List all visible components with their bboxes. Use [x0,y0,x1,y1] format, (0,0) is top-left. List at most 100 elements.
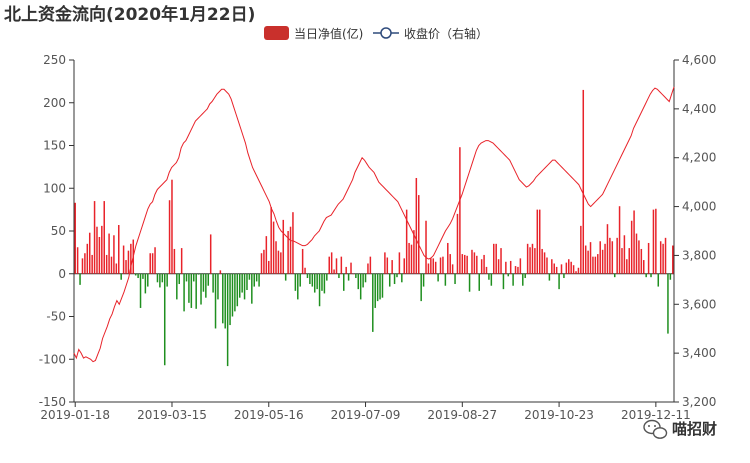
net-inflow-bar [606,224,609,274]
x-tick-label: 2019-08-27 [427,408,497,422]
x-tick-label: 2019-05-16 [234,408,304,422]
net-inflow-bar [122,245,125,274]
x-tick-label: 2019-01-18 [40,408,110,422]
net-inflow-bar [280,252,282,274]
net-inflow-bar [263,249,265,274]
net-inflow-bar [91,254,93,274]
y-left-tick-label: 50 [51,224,66,238]
net-inflow-bar [451,264,454,274]
legend-line-marker [380,27,392,39]
net-inflow-bar [147,273,149,287]
net-inflow-bar [420,273,422,302]
net-inflow-bar [551,259,553,274]
net-inflow-bar [343,273,345,291]
y-right-tick-label: 3,200 [682,395,716,409]
net-inflow-bar [454,273,456,285]
net-inflow-bar [357,273,360,290]
net-inflow-bar [526,243,529,274]
net-inflow-bar [369,256,372,274]
net-inflow-bar [524,273,526,279]
net-inflow-bar [217,273,219,300]
net-inflow-bar [185,273,188,282]
net-inflow-bar [180,248,183,274]
net-inflow-bar [493,243,495,274]
net-inflow-bar [313,273,316,293]
net-inflow-bar [328,256,330,274]
net-inflow-bar [287,231,289,274]
net-inflow-bar [480,259,483,274]
net-inflow-bar [79,273,81,285]
net-inflow-bar [393,273,396,285]
net-inflow-bar [618,206,621,274]
net-inflow-bar [502,273,505,290]
net-inflow-bar [105,254,108,274]
net-inflow-bar [241,273,243,293]
net-inflow-bar [86,243,89,274]
net-inflow-bar [415,177,418,274]
net-inflow-bar [611,241,614,274]
net-inflow-bar [130,243,132,274]
legend-line-label: 收盘价（右轴） [404,26,488,41]
x-tick-label: 2019-03-15 [137,408,207,422]
net-inflow-bar [408,242,410,274]
y-left-tick-label: 200 [43,96,66,110]
net-inflow-bar [272,221,275,274]
net-inflow-bar [444,273,447,286]
net-inflow-bar [512,273,514,286]
net-inflow-bar [209,234,212,274]
net-inflow-bar [604,243,606,274]
net-inflow-bar [236,273,239,307]
y-left-tick-label: -100 [39,352,66,366]
net-inflow-bar [672,245,674,274]
net-inflow-bar [171,179,173,274]
legend[interactable]: 当日净值(亿) 收盘价（右轴） [264,26,488,41]
net-inflow-bar [125,260,127,274]
net-inflow-bar [222,273,224,324]
net-inflow-bar [643,260,645,274]
net-inflow-bar [151,253,154,274]
net-inflow-bar [538,209,541,274]
net-inflow-bar [616,237,618,274]
net-inflow-bar [613,273,616,278]
net-inflow-bar [265,236,268,274]
net-inflow-bar [188,273,190,303]
net-inflow-bar [592,256,594,274]
net-inflow-bar [437,273,439,282]
net-inflow-bar [398,252,401,274]
net-inflow-bar [589,242,592,274]
y-left-tick-label: -150 [39,395,66,409]
net-inflow-bar [466,255,468,274]
net-inflow-bar [384,252,386,274]
net-inflow-bar [410,244,413,274]
net-inflow-bar [260,253,263,274]
net-inflow-bar [599,241,601,274]
net-inflow-bar [529,247,531,274]
net-inflow-bar [640,248,643,274]
net-inflow-bar [345,266,347,274]
net-inflow-bar [159,273,161,288]
net-inflow-bar [505,261,507,274]
net-inflow-bar [507,273,510,277]
net-inflow-bar [580,225,582,274]
net-inflow-bar [142,273,144,279]
net-inflow-bar [391,260,393,274]
net-inflow-bar [113,235,115,274]
net-inflow-bar [248,273,251,280]
net-inflow-bar [536,209,539,274]
net-inflow-bar [621,248,623,274]
net-inflow-bar [570,261,572,274]
net-inflow-bar [144,273,147,294]
net-inflow-bar [669,273,672,280]
net-inflow-bar [422,273,425,287]
net-inflow-bar [485,266,488,274]
net-inflow-bar [178,273,180,285]
net-inflow-bar [514,266,517,274]
net-inflow-bar [202,273,205,292]
net-inflow-bar [652,209,655,274]
net-inflow-bar [253,273,255,287]
net-inflow-bar [447,242,449,274]
net-inflow-bar [238,273,241,298]
net-inflow-bar [577,267,580,274]
net-inflow-bar [316,273,318,290]
net-inflow-bar [490,273,493,286]
